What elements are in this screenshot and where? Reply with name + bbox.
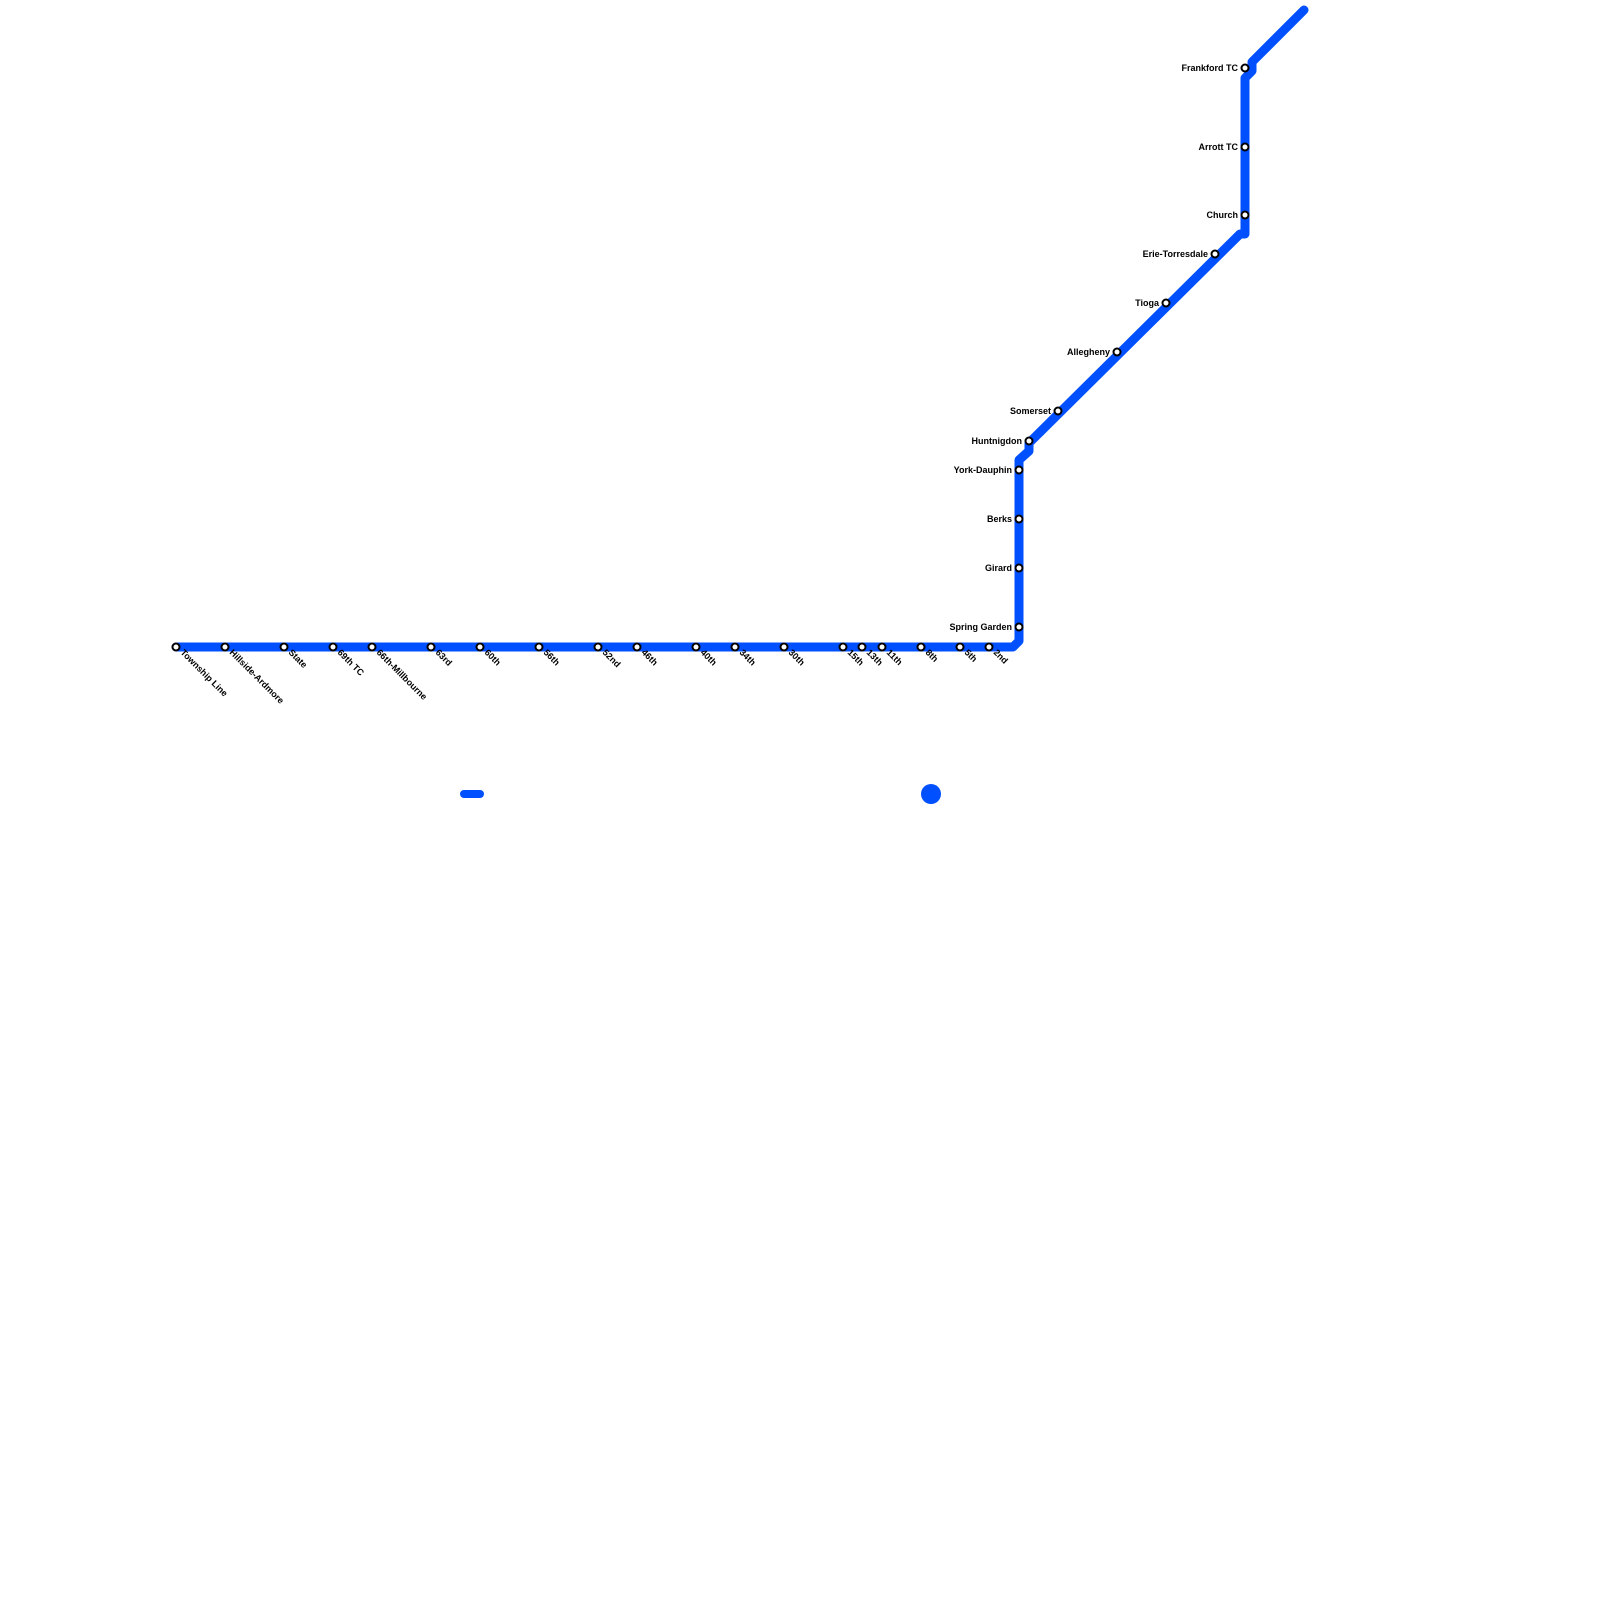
station-marker[interactable]	[1014, 622, 1024, 632]
station[interactable]: Tioga	[1135, 298, 1171, 308]
station-marker[interactable]	[171, 642, 181, 652]
station-label: Huntnigdon	[972, 436, 1022, 446]
station-marker[interactable]	[1240, 210, 1250, 220]
station-marker[interactable]	[1053, 406, 1063, 416]
station-label: York-Dauphin	[954, 465, 1012, 475]
station[interactable]: Huntnigdon	[972, 436, 1034, 446]
station-marker[interactable]	[1014, 563, 1024, 573]
station-marker[interactable]	[279, 642, 289, 652]
station-marker[interactable]	[328, 642, 338, 652]
station-label: Church	[1207, 210, 1239, 220]
station-label: Spring Garden	[949, 622, 1012, 632]
station[interactable]: Somerset	[1010, 406, 1063, 416]
station-label: 69th TC	[336, 647, 367, 678]
station-marker[interactable]	[857, 642, 867, 652]
station[interactable]: Allegheny	[1067, 347, 1122, 357]
station[interactable]: Erie-Torresdale	[1143, 249, 1220, 259]
station-marker[interactable]	[1014, 514, 1024, 524]
legend-line-swatch	[460, 790, 484, 798]
station-label: Girard	[985, 563, 1012, 573]
station[interactable]: Hillside-Ardmore	[220, 642, 286, 706]
station-marker[interactable]	[955, 642, 965, 652]
station[interactable]: 66th-Millbourne	[367, 642, 430, 702]
station[interactable]: Girard	[985, 563, 1024, 573]
station-label: Somerset	[1010, 406, 1051, 416]
station-marker[interactable]	[1024, 436, 1034, 446]
station-label: Arrott TC	[1199, 142, 1239, 152]
station-marker[interactable]	[1161, 298, 1171, 308]
station-label: Frankford TC	[1181, 63, 1238, 73]
route-line	[171, 5, 1309, 652]
station-marker[interactable]	[220, 642, 230, 652]
station-marker[interactable]	[534, 642, 544, 652]
station-marker[interactable]	[779, 642, 789, 652]
station-label: Erie-Torresdale	[1143, 249, 1208, 259]
station-marker[interactable]	[1240, 142, 1250, 152]
station-marker[interactable]	[367, 642, 377, 652]
station-label: Allegheny	[1067, 347, 1110, 357]
station[interactable]: Church	[1207, 210, 1250, 220]
station[interactable]: Spring Garden	[949, 622, 1024, 632]
station-label: Township Line	[179, 647, 230, 698]
station-marker[interactable]	[475, 642, 485, 652]
station[interactable]: York-Dauphin	[954, 465, 1024, 475]
legend-station-dot	[921, 784, 941, 804]
station[interactable]: Arrott TC	[1199, 142, 1250, 152]
station-label: 66th-Millbourne	[375, 647, 429, 701]
station-marker[interactable]	[916, 642, 926, 652]
station-marker[interactable]	[426, 642, 436, 652]
station-marker[interactable]	[1240, 63, 1250, 73]
station-marker[interactable]	[593, 642, 603, 652]
station-marker[interactable]	[1112, 347, 1122, 357]
station-label: Hillside-Ardmore	[228, 647, 286, 705]
station[interactable]: Township Line	[171, 642, 230, 699]
station-marker[interactable]	[632, 642, 642, 652]
station[interactable]: Berks	[987, 514, 1024, 524]
station-label: Berks	[987, 514, 1012, 524]
station-marker[interactable]	[984, 642, 994, 652]
station-marker[interactable]	[877, 642, 887, 652]
station-marker[interactable]	[1210, 249, 1220, 259]
station-marker[interactable]	[838, 642, 848, 652]
station-marker[interactable]	[691, 642, 701, 652]
station-marker[interactable]	[730, 642, 740, 652]
station-label: Tioga	[1135, 298, 1160, 308]
station[interactable]: Frankford TC	[1181, 63, 1250, 73]
station-marker[interactable]	[1014, 465, 1024, 475]
